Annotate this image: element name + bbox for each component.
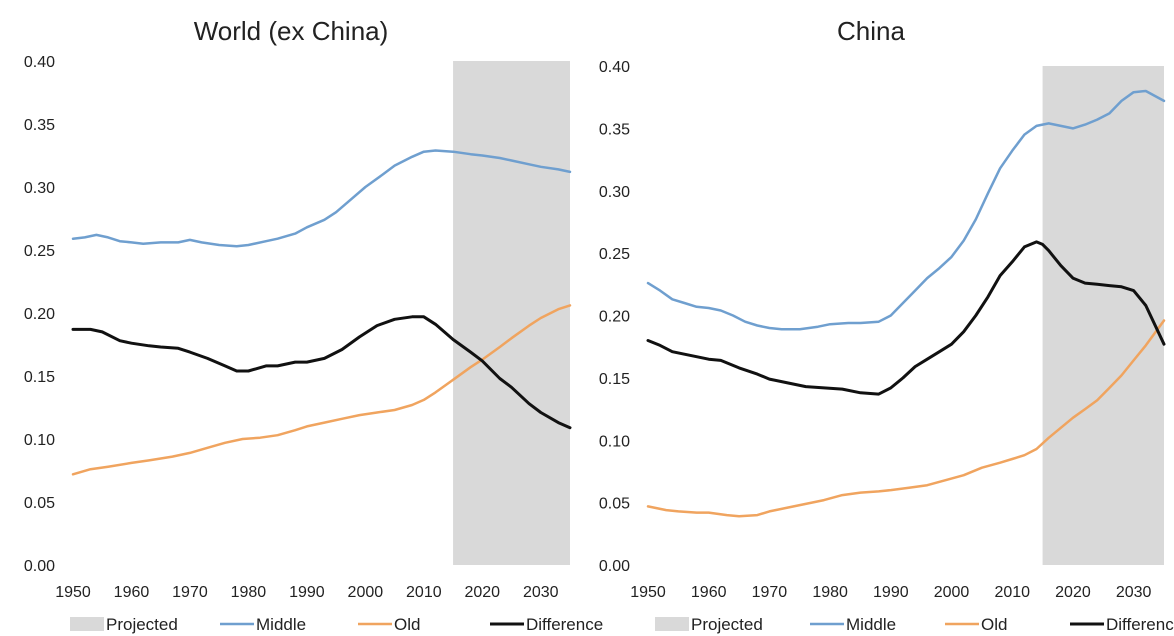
- x-tick-label: 1970: [752, 584, 788, 601]
- y-tick-label: 0.05: [24, 495, 55, 512]
- y-tick-label: 0.40: [599, 59, 630, 76]
- x-tick-label: 2030: [1116, 584, 1152, 601]
- legend-label-old: Old: [981, 615, 1007, 634]
- legend-label-projected: Projected: [691, 615, 763, 634]
- legend-label-middle: Middle: [256, 615, 306, 634]
- legend-swatch-projected: [655, 617, 689, 631]
- series-line-middle: [646, 89, 1166, 331]
- x-tick-label: 2010: [406, 584, 442, 601]
- y-tick-label: 0.10: [599, 433, 630, 450]
- series-line-middle: [71, 149, 572, 248]
- chart-panel-world-ex-china: World (ex China) 0.00 0.05 0.10 0.15 0.20 0.25…: [24, 16, 603, 634]
- x-tick-label: 1960: [114, 584, 150, 601]
- y-tick-label: 0.25: [599, 246, 630, 263]
- y-tick-label: 0.30: [599, 184, 630, 201]
- x-tick-label: 1990: [873, 584, 909, 601]
- x-tick-label: 1990: [289, 584, 325, 601]
- y-tick-label: 0.10: [24, 432, 55, 449]
- y-tick-label: 0.20: [599, 309, 630, 326]
- x-tick-label: 1950: [630, 584, 666, 601]
- legend-label-middle: Middle: [846, 615, 896, 634]
- projected-region: [1042, 66, 1164, 565]
- y-tick-label: 0.05: [599, 496, 630, 513]
- y-tick-label: 0.00: [599, 558, 630, 575]
- x-tick-label: 2020: [464, 584, 500, 601]
- x-tick-label: 1980: [231, 584, 267, 601]
- chart-panel-china: China 0.00 0.05 0.10 0.15 0.20 0.25 0.30 0.35 0.4…: [599, 16, 1174, 634]
- x-tick-label: 2000: [934, 584, 970, 601]
- chart-title: China: [837, 16, 905, 46]
- legend-swatch-projected: [70, 617, 104, 631]
- legend-label-old: Old: [394, 615, 420, 634]
- y-tick-label: 0.15: [24, 369, 55, 386]
- series-line-difference: [71, 315, 572, 430]
- x-tick-label: 2030: [523, 584, 559, 601]
- y-tick-label: 0.20: [24, 306, 55, 323]
- chart-title: World (ex China): [194, 16, 389, 46]
- y-tick-label: 0.35: [599, 121, 630, 138]
- y-tick-label: 0.25: [24, 243, 55, 260]
- legend-label-difference: Difference: [1106, 615, 1174, 634]
- y-tick-label: 0.00: [24, 558, 55, 575]
- y-tick-label: 0.15: [599, 371, 630, 388]
- x-tick-label: 2020: [1055, 584, 1091, 601]
- series-line-difference: [646, 240, 1166, 396]
- y-tick-label: 0.35: [24, 117, 55, 134]
- y-tick-label: 0.40: [24, 54, 55, 71]
- y-tick-label: 0.30: [24, 180, 55, 197]
- legend-label-difference: Difference: [526, 615, 603, 634]
- x-tick-label: 1960: [691, 584, 727, 601]
- legend-label-projected: Projected: [106, 615, 178, 634]
- series-line-old: [646, 319, 1166, 518]
- x-tick-label: 1950: [55, 584, 91, 601]
- series-line-old: [71, 304, 572, 476]
- x-tick-label: 1980: [812, 584, 848, 601]
- x-tick-label: 2000: [348, 584, 384, 601]
- x-tick-label: 2010: [994, 584, 1030, 601]
- x-tick-label: 1970: [172, 584, 208, 601]
